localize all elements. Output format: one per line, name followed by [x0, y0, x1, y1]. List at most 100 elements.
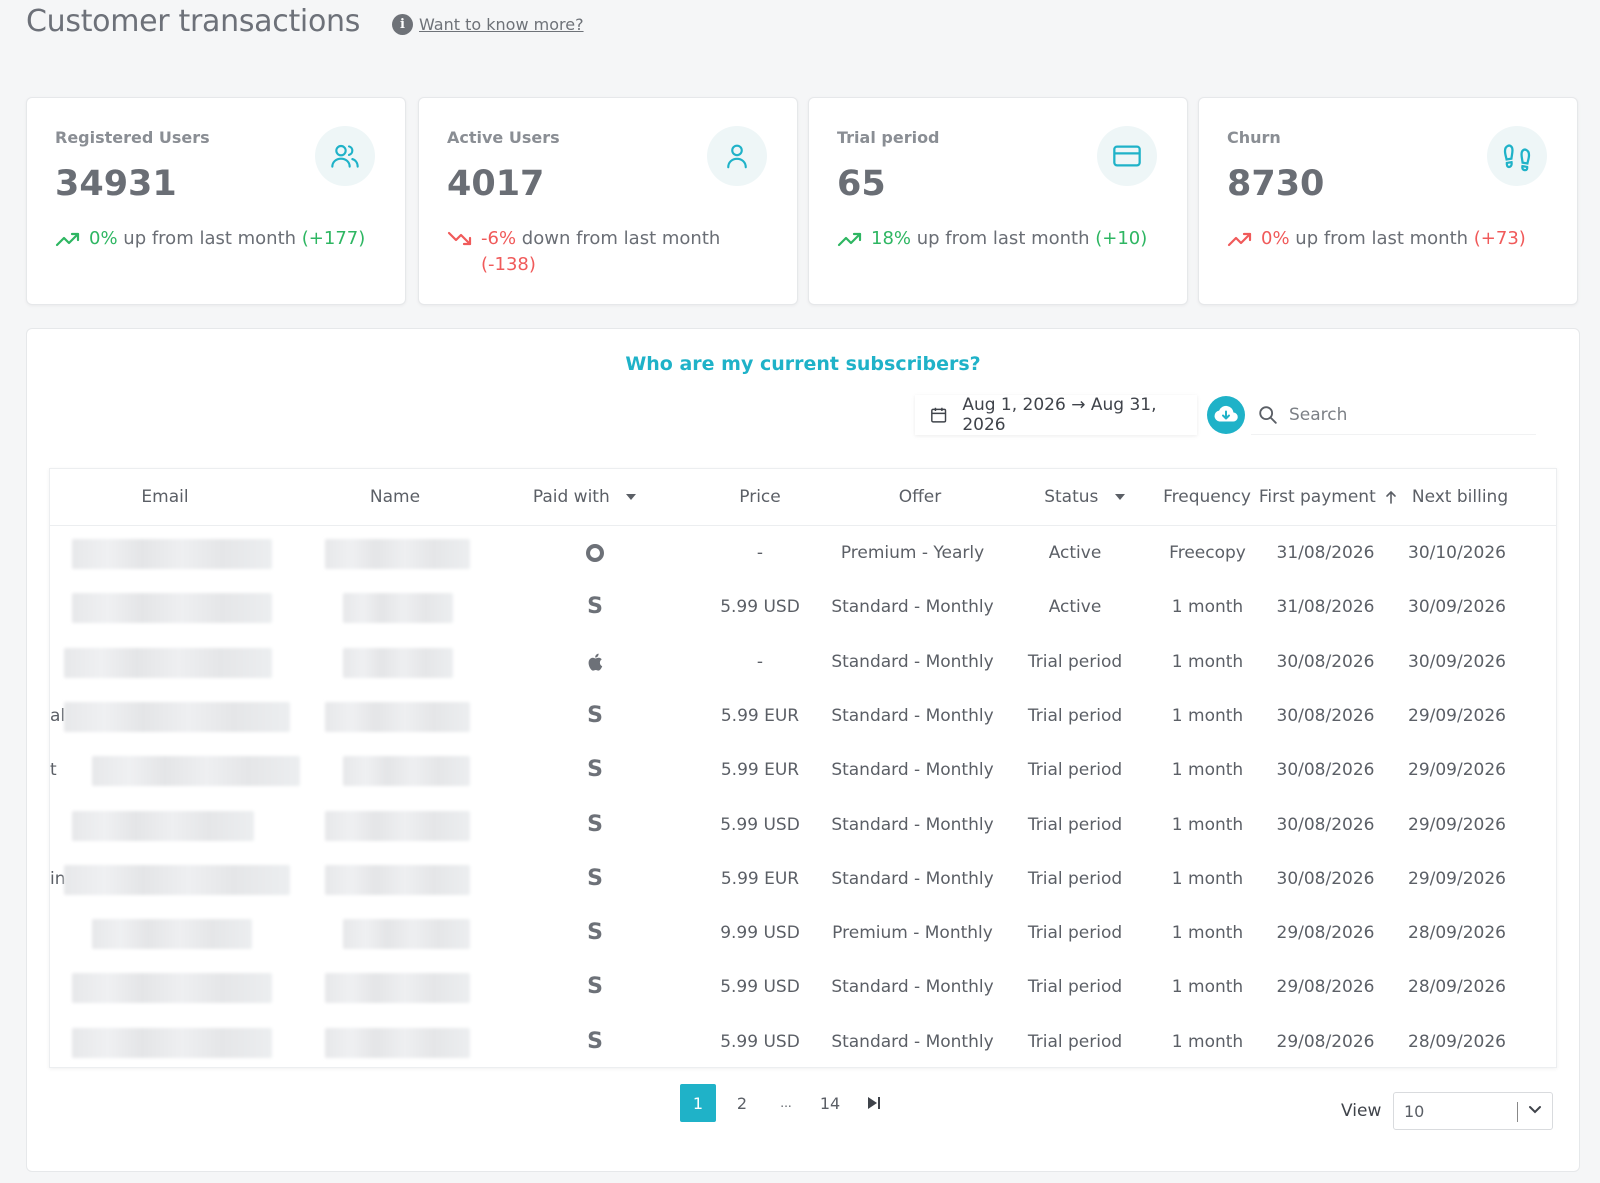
- offer-cell: Standard - Monthly: [831, 705, 994, 726]
- subscribers-panel: Who are my current subscribers? Aug 1, 2…: [26, 328, 1580, 1172]
- frequency-cell: 1 month: [1171, 651, 1244, 672]
- trend-delta: (+177): [301, 228, 366, 249]
- price-cell: 5.99 USD: [720, 814, 800, 835]
- frequency-cell: 1 month: [1171, 597, 1244, 618]
- next-billing-cell: 29/09/2026: [1408, 868, 1506, 889]
- stripe-icon: S: [587, 974, 603, 1000]
- price-cell: 5.99 EUR: [720, 868, 800, 889]
- date-range-value: Aug 1, 2026 → Aug 31, 2026: [962, 395, 1157, 435]
- trend-label: up from last month: [911, 228, 1096, 249]
- rows-per-page-value: 10: [1404, 1101, 1425, 1121]
- first-payment-cell: 30/08/2026: [1276, 651, 1375, 672]
- column-header-label: First payment: [1258, 487, 1376, 507]
- next-billing-cell: 30/09/2026: [1408, 597, 1506, 618]
- table-row[interactable]: t S 5.99 EUR Standard - Monthly Trial period…: [50, 743, 1556, 797]
- page-ellipsis: ...: [780, 1096, 792, 1110]
- date-range-picker[interactable]: Aug 1, 2026 → Aug 31, 2026: [915, 395, 1197, 435]
- table-row[interactable]: S 5.99 USD Standard - Monthly Trial period 1…: [50, 960, 1556, 1014]
- registered-users-card: Registered Users 34931 0% up from last m…: [26, 97, 406, 305]
- price-cell: 5.99 EUR: [720, 760, 800, 781]
- page-button[interactable]: 2: [736, 1093, 748, 1113]
- name-redacted: [343, 919, 470, 950]
- email-redacted: [72, 593, 272, 624]
- trial-period-card: Trial period 65 18% up from last month (…: [808, 97, 1188, 305]
- trend-text: 0% up from last month (+73): [1227, 226, 1547, 252]
- page-button[interactable]: 1: [680, 1084, 716, 1122]
- offer-cell: Standard - Monthly: [831, 868, 994, 889]
- frequency-cell: 1 month: [1171, 1031, 1244, 1052]
- column-header-first-payment[interactable]: First payment: [1258, 469, 1398, 526]
- stripe-icon: S: [587, 1028, 603, 1054]
- status-cell: Trial period: [1027, 1031, 1123, 1052]
- price-cell: 5.99 USD: [720, 977, 800, 998]
- subscribers-table: Email Name Paid with Price Offer Status …: [49, 468, 1557, 1068]
- table-row[interactable]: in S 5.99 EUR Standard - Monthly Trial perio…: [50, 852, 1556, 906]
- search-input[interactable]: [1289, 404, 1519, 425]
- last-page-button[interactable]: [856, 1084, 892, 1122]
- column-header-name[interactable]: Name: [369, 487, 421, 507]
- card-value: 8730: [1227, 164, 1325, 204]
- offer-cell: Standard - Monthly: [831, 977, 994, 998]
- page-button[interactable]: 14: [819, 1093, 841, 1113]
- price-cell: -: [756, 651, 764, 672]
- offer-cell: Standard - Monthly: [831, 1031, 994, 1052]
- price-cell: 9.99 USD: [720, 923, 800, 944]
- status-cell: Trial period: [1027, 705, 1123, 726]
- name-redacted: [325, 1027, 470, 1058]
- trend-text: 0% up from last month (+177): [55, 226, 375, 252]
- trend-percent: 0%: [1261, 228, 1290, 249]
- table-row[interactable]: S 5.99 USD Standard - Monthly Active 1 month…: [50, 580, 1556, 634]
- card-value: 65: [837, 164, 886, 204]
- name-redacted: [343, 647, 453, 678]
- first-payment-cell: 31/08/2026: [1276, 543, 1375, 563]
- skip-to-end-icon: [868, 1097, 880, 1109]
- column-header-status[interactable]: Status: [1030, 469, 1140, 526]
- search-icon: [1259, 405, 1277, 424]
- next-billing-cell: 28/09/2026: [1408, 1031, 1506, 1052]
- table-row[interactable]: - Standard - Monthly Trial period 1 month 30…: [50, 635, 1556, 689]
- status-cell: Trial period: [1027, 977, 1123, 998]
- table-row[interactable]: al S 5.99 EUR Standard - Monthly Trial perio…: [50, 689, 1556, 743]
- stripe-icon: S: [587, 594, 603, 620]
- footprints-icon: [1487, 126, 1547, 186]
- table-row[interactable]: S 9.99 USD Premium - Monthly Trial period 1 …: [50, 906, 1556, 960]
- info-wrap: i Want to know more?: [392, 14, 584, 35]
- card-value: 34931: [55, 164, 177, 204]
- email-prefix: t: [50, 760, 57, 781]
- column-header-price[interactable]: Price: [739, 487, 781, 507]
- download-button[interactable]: [1207, 396, 1245, 434]
- stripe-icon: S: [587, 811, 603, 837]
- column-header-paid-with[interactable]: Paid with: [530, 469, 640, 526]
- first-payment-cell: 29/08/2026: [1276, 1031, 1375, 1052]
- offer-cell: Premium - Monthly: [832, 923, 993, 944]
- next-billing-cell: 30/10/2026: [1408, 543, 1506, 563]
- table-row[interactable]: - Premium - Yearly Active Freecopy 31/08/202…: [50, 526, 1556, 580]
- offer-cell: Standard - Monthly: [831, 597, 994, 618]
- first-payment-cell: 30/08/2026: [1276, 868, 1375, 889]
- price-cell: -: [756, 543, 764, 563]
- table-row[interactable]: S 5.99 USD Standard - Monthly Trial period 1…: [50, 1015, 1556, 1069]
- view-label: View: [1341, 1101, 1382, 1121]
- column-header-email[interactable]: Email: [141, 487, 189, 507]
- sort-up-arrow-icon: [1386, 490, 1396, 504]
- trend-label: down from last month: [516, 228, 721, 249]
- offer-cell: Standard - Monthly: [831, 760, 994, 781]
- column-header-offer[interactable]: Offer: [898, 487, 942, 507]
- email-prefix: al: [50, 705, 66, 726]
- email-redacted: [92, 756, 300, 787]
- want-to-know-more-link[interactable]: Want to know more?: [419, 15, 584, 34]
- column-header-next-billing[interactable]: Next billing: [1411, 487, 1509, 507]
- trend-up-icon: [837, 232, 862, 247]
- page-title: Customer transactions: [26, 4, 361, 39]
- table-row[interactable]: S 5.99 USD Standard - Monthly Trial period 1…: [50, 798, 1556, 852]
- trend-up-icon: [1227, 232, 1252, 247]
- trend-down-icon: [447, 231, 472, 246]
- rows-per-page-select[interactable]: 10: [1393, 1092, 1553, 1130]
- stripe-icon: S: [587, 865, 603, 891]
- column-header-frequency[interactable]: Frequency: [1163, 487, 1251, 507]
- user-icon: [707, 126, 767, 186]
- next-billing-cell: 30/09/2026: [1408, 651, 1506, 672]
- frequency-cell: 1 month: [1171, 760, 1244, 781]
- churn-card: Churn 8730 0% up from last month (+73): [1198, 97, 1578, 305]
- stripe-icon: S: [587, 920, 603, 946]
